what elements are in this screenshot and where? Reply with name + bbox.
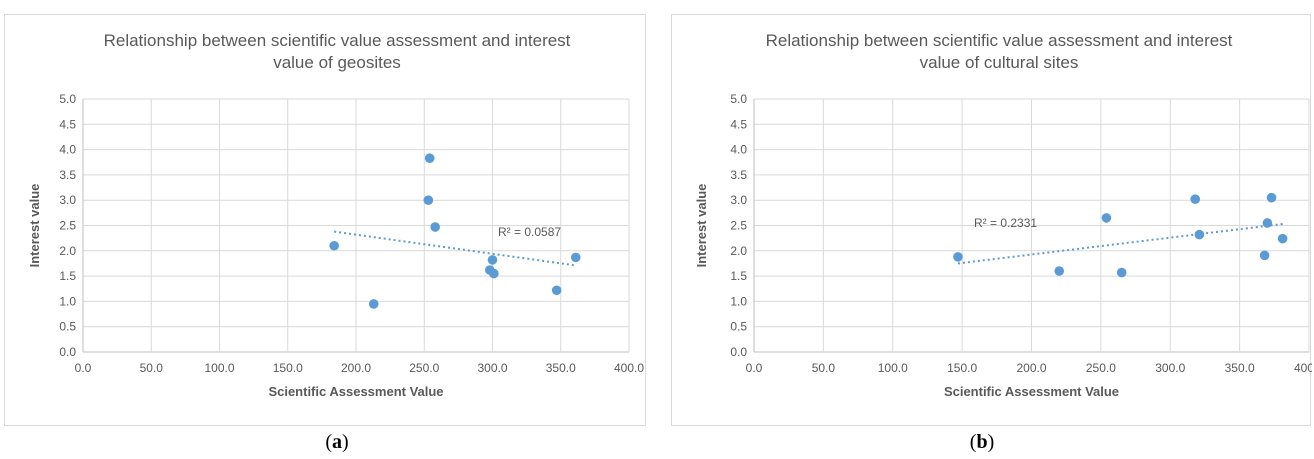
y-tick-label: 0.5 bbox=[730, 320, 747, 334]
y-tick-label: 5.0 bbox=[730, 92, 747, 106]
y-tick-label: 3.5 bbox=[730, 168, 747, 182]
x-tick-label: 150.0 bbox=[947, 361, 977, 375]
y-tick-label: 1.5 bbox=[59, 269, 76, 283]
y-tick-label: 4.0 bbox=[59, 143, 76, 157]
y-tick-label: 4.5 bbox=[59, 117, 76, 131]
x-tick-label: 250.0 bbox=[409, 361, 439, 375]
x-tick-label: 300.0 bbox=[477, 361, 507, 375]
x-tick-label: 0.0 bbox=[746, 361, 763, 375]
chart-title-line: value of geosites bbox=[273, 53, 401, 72]
caption-a: (a) bbox=[325, 431, 349, 453]
x-tick-label: 50.0 bbox=[812, 361, 836, 375]
x-axis-label: Scientific Assessment Value bbox=[268, 384, 443, 399]
y-tick-label: 0.0 bbox=[730, 345, 747, 359]
y-axis-label: Interest value bbox=[694, 184, 709, 268]
x-tick-label: 400.0 bbox=[1294, 361, 1312, 375]
chart-title-line: Relationship between scientific value as… bbox=[766, 31, 1233, 50]
y-tick-label: 1.5 bbox=[730, 269, 747, 283]
x-tick-label: 350.0 bbox=[546, 361, 576, 375]
data-point bbox=[430, 222, 440, 232]
x-tick-label: 300.0 bbox=[1155, 361, 1185, 375]
chart-panel-b: Relationship between scientific value as… bbox=[671, 14, 1312, 426]
data-point bbox=[1266, 192, 1277, 203]
scatter-chart-geosites: Relationship between scientific value as… bbox=[27, 31, 644, 399]
x-tick-label: 150.0 bbox=[273, 361, 303, 375]
x-tick-label: 350.0 bbox=[1225, 361, 1255, 375]
y-tick-label: 4.5 bbox=[730, 117, 747, 131]
y-tick-label: 1.0 bbox=[59, 294, 76, 308]
data-point bbox=[1054, 266, 1065, 276]
caption-b: (b) bbox=[969, 431, 995, 453]
data-point bbox=[489, 268, 499, 279]
data-point bbox=[953, 252, 963, 262]
y-tick-label: 3.5 bbox=[59, 168, 76, 182]
data-point bbox=[1277, 233, 1288, 244]
data-point bbox=[329, 240, 339, 251]
data-point bbox=[1262, 218, 1273, 228]
r-squared-label: R² = 0.2331 bbox=[974, 216, 1037, 230]
y-tick-label: 0.0 bbox=[59, 345, 76, 359]
r-squared-label: R² = 0.0587 bbox=[498, 225, 561, 239]
data-point bbox=[368, 299, 379, 309]
data-point bbox=[551, 285, 562, 296]
x-tick-label: 200.0 bbox=[1016, 361, 1046, 375]
x-tick-label: 0.0 bbox=[75, 361, 92, 375]
data-point bbox=[1194, 229, 1205, 240]
data-point bbox=[570, 252, 581, 263]
y-tick-label: 2.5 bbox=[730, 219, 747, 233]
trendline bbox=[334, 230, 576, 267]
x-tick-label: 200.0 bbox=[341, 361, 371, 375]
y-tick-label: 1.0 bbox=[730, 294, 747, 308]
x-tick-label: 250.0 bbox=[1086, 361, 1116, 375]
x-axis-label: Scientific Assessment Value bbox=[944, 384, 1119, 399]
y-tick-label: 2.0 bbox=[59, 244, 76, 258]
data-point bbox=[487, 255, 498, 265]
y-tick-label: 5.0 bbox=[59, 92, 76, 106]
y-tick-label: 3.0 bbox=[59, 193, 76, 207]
scatter-chart-cultural-sites: Relationship between scientific value as… bbox=[694, 31, 1312, 399]
y-tick-label: 0.5 bbox=[59, 320, 76, 334]
chart-title-line: Relationship between scientific value as… bbox=[104, 31, 571, 50]
x-tick-label: 100.0 bbox=[204, 361, 234, 375]
data-point bbox=[1116, 267, 1127, 278]
y-tick-label: 2.5 bbox=[59, 219, 76, 233]
data-point bbox=[1190, 194, 1201, 204]
data-point bbox=[424, 153, 435, 164]
data-point bbox=[1259, 250, 1270, 261]
data-point bbox=[1101, 213, 1112, 223]
x-tick-label: 400.0 bbox=[614, 361, 644, 375]
y-tick-label: 3.0 bbox=[730, 193, 747, 207]
x-tick-label: 100.0 bbox=[878, 361, 908, 375]
y-tick-label: 2.0 bbox=[730, 244, 747, 258]
x-tick-label: 50.0 bbox=[140, 361, 164, 375]
y-axis-label: Interest value bbox=[27, 184, 42, 268]
chart-panel-a: Relationship between scientific value as… bbox=[4, 14, 646, 426]
data-point bbox=[423, 195, 434, 205]
y-tick-label: 4.0 bbox=[730, 143, 747, 157]
chart-title-line: value of cultural sites bbox=[920, 53, 1079, 72]
